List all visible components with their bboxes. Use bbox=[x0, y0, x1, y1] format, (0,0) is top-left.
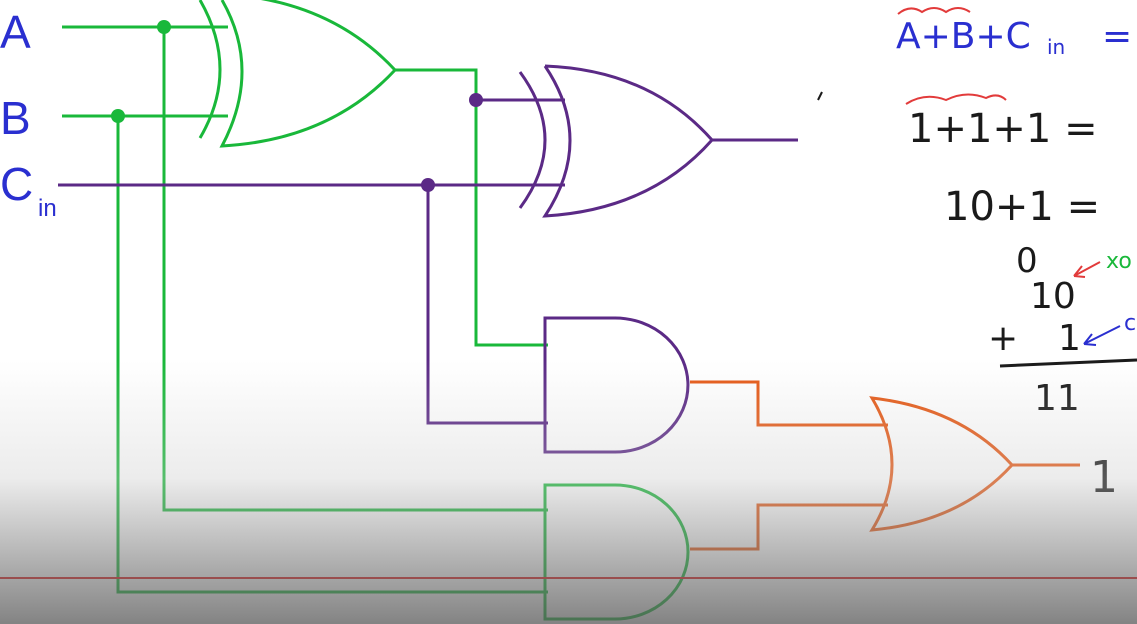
note-line1: A+B+C bbox=[896, 16, 1031, 57]
green-wires bbox=[62, 25, 548, 594]
pen-mark bbox=[817, 91, 823, 101]
wire-xor1-out bbox=[395, 68, 548, 347]
wire-and2-out bbox=[690, 503, 888, 551]
brace-2 bbox=[905, 93, 1007, 105]
sum-line bbox=[999, 358, 1137, 368]
sum-bottom: 1 bbox=[1058, 318, 1081, 359]
xor-gate-2 bbox=[518, 64, 715, 218]
or-gate bbox=[869, 396, 1015, 532]
junction-b bbox=[111, 109, 125, 123]
handwritten-notes: A+B+C in = 1+1+1 = 10+1 = 0 xo 10 + 1 c … bbox=[817, 7, 1137, 419]
sum-result: 11 bbox=[1034, 378, 1080, 419]
output-value: 1 bbox=[1090, 452, 1118, 503]
input-a-label: A bbox=[0, 6, 31, 58]
brace-1 bbox=[897, 7, 971, 15]
note-line3: 10+1 = bbox=[944, 184, 1100, 230]
and-gate-1 bbox=[543, 316, 690, 454]
input-cin-label: C bbox=[0, 158, 33, 210]
note-line1-sub: in bbox=[1047, 35, 1065, 59]
input-b-label: B bbox=[0, 92, 31, 144]
arrow-c bbox=[1083, 325, 1121, 346]
note-line1-tail: = bbox=[1102, 16, 1132, 57]
sum-bottom-note: c bbox=[1124, 311, 1136, 336]
junction-a bbox=[157, 20, 171, 34]
arrow-xo bbox=[1073, 261, 1101, 278]
wire-and1-out bbox=[690, 380, 888, 427]
sum-top: 0 bbox=[1016, 241, 1038, 281]
wire-b-tap bbox=[116, 116, 548, 594]
note-line2: 1+1+1 = bbox=[908, 106, 1098, 152]
junction-xor1-out bbox=[469, 93, 483, 107]
xor-gate-1 bbox=[198, 0, 398, 148]
and-gate-2 bbox=[543, 483, 690, 621]
sum-top-note: xo bbox=[1106, 249, 1132, 274]
sum-mid: 10 bbox=[1030, 276, 1076, 317]
input-cin-subscript: in bbox=[38, 195, 57, 222]
sum-plus: + bbox=[988, 318, 1018, 359]
wire-cin-tap bbox=[426, 185, 548, 425]
junction-cin bbox=[421, 178, 435, 192]
